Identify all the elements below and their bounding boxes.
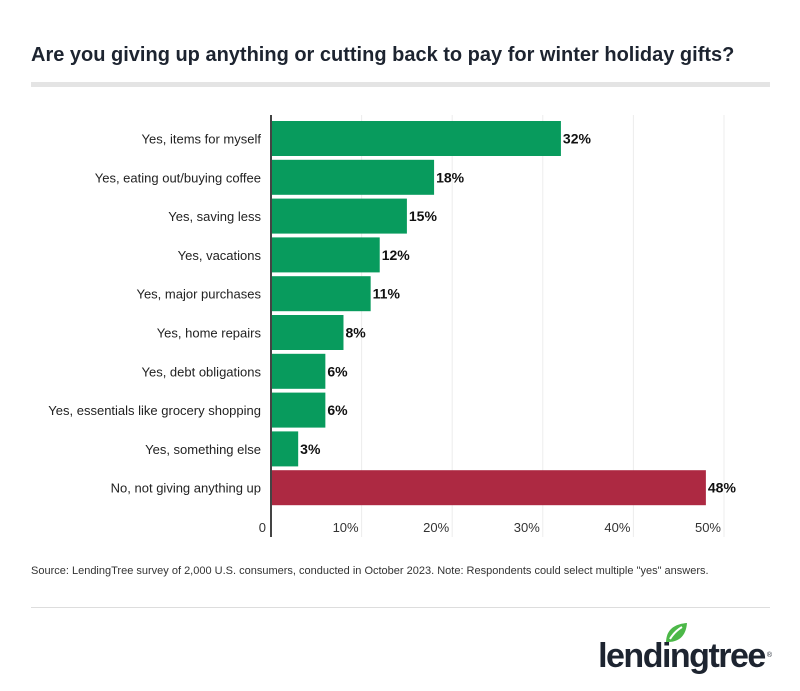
category-label: Yes, essentials like grocery shopping (48, 403, 261, 418)
category-label: No, not giving anything up (111, 481, 261, 496)
category-label: Yes, eating out/buying coffee (95, 170, 261, 185)
registered-mark: ® (766, 652, 772, 659)
x-tick-label: 10% (333, 520, 359, 535)
logo-wordmark: lendingtree (598, 637, 766, 675)
category-label: Yes, debt obligations (141, 364, 261, 379)
bar (271, 353, 326, 389)
lendingtree-logo: lendingtree ® (598, 622, 772, 682)
x-tick-label: 40% (604, 520, 630, 535)
x-tick-label: 30% (514, 520, 540, 535)
bar-chart: 0 10% 20% 30% 40% 50% 32% Yes, items for myself… (48, 115, 737, 537)
data-label: 6% (327, 363, 348, 379)
data-label: 3% (300, 441, 321, 457)
bar (271, 121, 561, 156)
data-label: 15% (409, 208, 438, 224)
data-label: 6% (327, 402, 348, 418)
data-label: 11% (373, 286, 401, 302)
category-label: Yes, major purchases (136, 287, 261, 302)
category-label: Yes, something else (145, 442, 261, 457)
bar (271, 159, 435, 195)
x-tick-label: 50% (695, 520, 721, 535)
source-note: Source: LendingTree survey of 2,000 U.S.… (31, 565, 709, 577)
category-label: Yes, saving less (168, 209, 261, 224)
bar (271, 276, 371, 312)
category-label: Yes, vacations (178, 248, 262, 263)
chart-title: Are you giving up anything or cutting ba… (31, 44, 735, 66)
data-label: 8% (345, 325, 366, 341)
data-label: 48% (708, 480, 737, 496)
data-label: 18% (436, 169, 465, 185)
bar (271, 431, 299, 467)
bar (271, 315, 344, 350)
category-label: Yes, home repairs (157, 326, 262, 341)
x-tick-label: 0 (259, 520, 266, 535)
category-label: Yes, items for myself (142, 132, 262, 147)
x-tick-label: 20% (423, 520, 449, 535)
bar (271, 237, 380, 273)
bar (271, 198, 407, 234)
leaf-icon (666, 623, 688, 643)
data-label: 32% (563, 131, 592, 147)
data-label: 12% (382, 247, 411, 263)
bar (271, 470, 706, 506)
logo-row: lendingtree ® (598, 636, 772, 676)
title-divider (31, 82, 770, 87)
bar (271, 392, 326, 428)
footer-divider (31, 607, 770, 608)
